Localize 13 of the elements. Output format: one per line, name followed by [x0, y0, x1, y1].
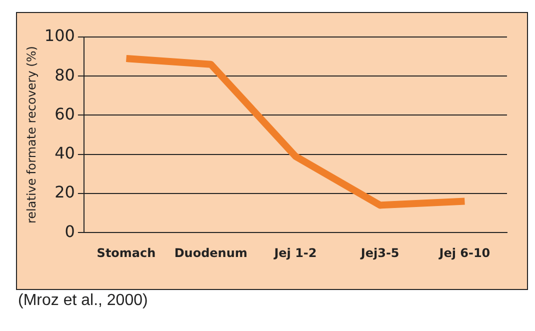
- y-tick-label: 20: [54, 182, 75, 202]
- x-tick-label: Stomach: [96, 246, 156, 260]
- y-tick-label: 0: [64, 222, 75, 241]
- text: (Mroz et al., 2000): [18, 292, 148, 310]
- x-tick-label: Jej3-5: [360, 246, 400, 260]
- x-tick-label: Duodenum: [174, 246, 248, 260]
- y-tick-label: 80: [54, 65, 75, 84]
- x-tick-label: Jej 1-2: [273, 246, 317, 260]
- x-tick-label: Jej 6-10: [438, 246, 490, 260]
- y-tick-label: 60: [54, 104, 75, 124]
- y-tick-label: 100: [44, 26, 75, 46]
- y-tick-label: 40: [54, 144, 75, 163]
- y-axis-title: relative formate recovery (%): [24, 46, 38, 224]
